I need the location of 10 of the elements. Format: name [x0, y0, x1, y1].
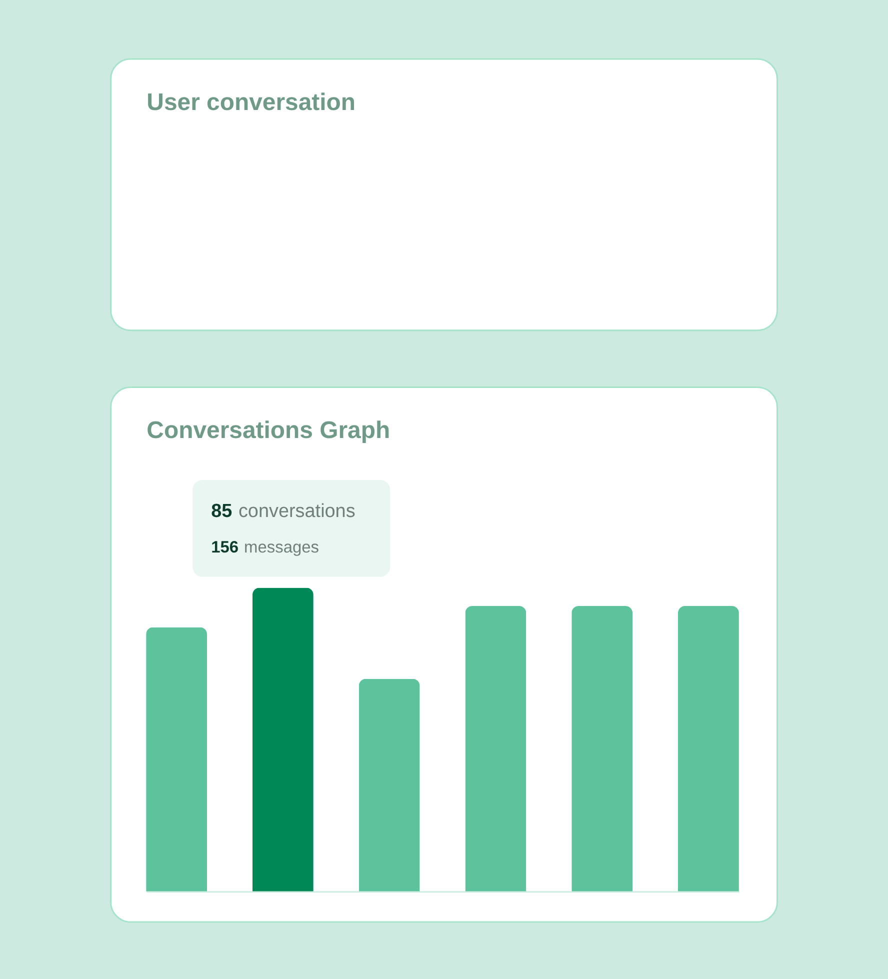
text: 156 messages: [211, 538, 320, 556]
text: 85 conversations: [211, 500, 356, 522]
bar: [146, 627, 208, 892]
bar: [252, 588, 314, 892]
chart-title: Conversations Graph: [146, 417, 390, 444]
bar: [465, 606, 526, 892]
bar: [678, 606, 739, 892]
bar: [572, 606, 633, 892]
text: User conversation: [146, 88, 356, 116]
bar: [358, 678, 420, 892]
